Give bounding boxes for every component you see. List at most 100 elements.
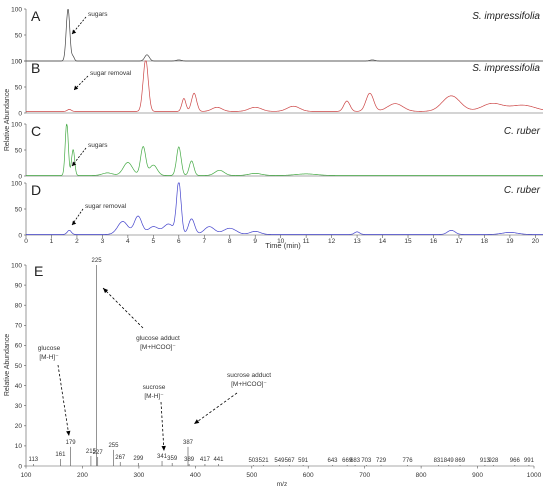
peak-label-521: 521	[259, 458, 270, 464]
y-tick-label: 50	[15, 207, 23, 214]
annotation-label: sucrose adduct	[227, 372, 271, 379]
y-tick-label: 50	[15, 33, 23, 40]
annotation-arrowhead	[66, 430, 71, 436]
x-tick-label: 6	[177, 238, 181, 245]
y-tick-label: 100	[11, 59, 22, 66]
x-tick-label: 19	[506, 238, 514, 245]
annotation-label: sugars	[88, 142, 108, 149]
x-tick-label: 17	[455, 238, 463, 245]
peak-label-776: 776	[403, 458, 414, 464]
y-tick-label: 100	[11, 181, 22, 188]
annotation-label: sugars	[88, 11, 108, 18]
peak-label-991: 991	[524, 458, 535, 464]
peak-label-255: 255	[108, 443, 119, 449]
y-tick-label: 100	[11, 122, 22, 129]
y-tick-label: 100	[11, 262, 22, 269]
annotation-arrow	[193, 392, 238, 425]
y-tick-label: 50	[15, 85, 23, 92]
peak-label-341: 341	[157, 454, 168, 460]
x-tick-label: 100	[21, 472, 32, 479]
y-tick-label: 0	[18, 111, 22, 118]
x-tick-label: 13	[353, 238, 361, 245]
x-tick-label: 500	[246, 472, 257, 479]
chromatogram-panel-c: 0 50 100 C C. ruber sugars	[11, 122, 543, 181]
y-tick-label: 100	[11, 7, 22, 14]
peak-label-179: 179	[66, 440, 77, 446]
panel-label-b: B	[31, 60, 40, 76]
x-tick-label: 20	[532, 238, 540, 245]
peak-label-161: 161	[55, 452, 66, 458]
annotation-label: [M+HCOO]⁻	[231, 381, 267, 388]
panel-label-a: A	[31, 8, 41, 24]
peak-label-389: 389	[184, 457, 195, 463]
peak-label-299: 299	[133, 456, 144, 462]
chromatogram-x-axis-label: Time (min)	[265, 241, 301, 250]
y-tick-label: 60	[15, 343, 23, 350]
peak-label-669: 669	[342, 458, 353, 464]
x-tick-label: 4	[126, 238, 130, 245]
species-name: S. impressifolia	[472, 63, 540, 74]
x-tick-label: 7	[202, 238, 206, 245]
spectrum-x-axis-label: m/z	[277, 481, 287, 488]
peak-label-225: 225	[92, 258, 103, 264]
annotation-arrowhead	[194, 419, 200, 424]
annotation-label: glucose adduct	[136, 335, 180, 342]
annotation-label: glucose	[38, 345, 61, 352]
peak-label-849: 849	[444, 458, 455, 464]
annotation-arrowhead	[72, 220, 77, 225]
peak-label-549: 549	[274, 458, 285, 464]
peak-label-928: 928	[488, 458, 499, 464]
spectrum-annotations: glucose [M-H]⁻ glucose adduct [M+HCOO]⁻ sucr…	[38, 287, 271, 452]
y-tick-label: 10	[15, 443, 23, 450]
species-name: S. impressifolia	[472, 11, 540, 22]
chromatogram-trace-c	[26, 123, 543, 176]
x-tick-label: 1	[50, 238, 54, 245]
annotation-arrowhead	[72, 161, 77, 166]
x-tick-label: 800	[416, 472, 427, 479]
x-tick-label: 700	[359, 472, 370, 479]
peak-label-417: 417	[200, 457, 211, 463]
chromatogram-panel-b: 0 50 100 B S. impressifolia sugar removal	[11, 59, 544, 118]
peak-label-387: 387	[183, 440, 194, 446]
annotation-arrowhead	[74, 85, 79, 90]
x-tick-label: 200	[77, 472, 88, 479]
chromatogram-y-axis-label: Relative Abundance	[4, 89, 11, 151]
y-tick-label: 40	[15, 383, 23, 390]
x-tick-label: 10	[277, 238, 285, 245]
annotation-label: sugar removal	[90, 70, 132, 77]
chromatogram-trace-a	[26, 9, 543, 62]
y-tick-label: 90	[15, 282, 23, 289]
peak-label-215: 215	[86, 449, 97, 455]
annotation-label: [M-H]⁻	[144, 393, 164, 400]
annotation-arrow	[102, 287, 144, 329]
annotation-arrow	[160, 401, 165, 452]
y-tick-label: 0	[18, 233, 22, 240]
peak-label-267: 267	[115, 455, 126, 461]
x-tick-label: 1000	[527, 472, 542, 479]
peak-label-913: 913	[480, 458, 491, 464]
peak-label-869: 869	[455, 458, 466, 464]
x-tick-label: 5	[152, 238, 156, 245]
x-tick-label: 600	[303, 472, 314, 479]
y-tick-label: 0	[18, 463, 22, 470]
x-tick-label: 12	[328, 238, 336, 245]
peak-label-441: 441	[213, 457, 224, 463]
annotation-arrowhead	[103, 288, 109, 294]
annotation-label: [M-H]⁻	[39, 354, 59, 361]
y-tick-label: 70	[15, 323, 23, 330]
y-tick-label: 80	[15, 303, 23, 310]
annotation-label: sugar removal	[85, 203, 127, 210]
x-tick-label: 11	[303, 238, 310, 245]
chromatogram-x-axis: 0 1 2 3 4 5 6 7 8 9 10 11 12 13 14 15 16 17 18 19 20	[24, 235, 539, 245]
x-tick-label: 9	[253, 238, 257, 245]
x-tick-label: 300	[133, 472, 144, 479]
chromatogram-panel-a: 0 50 100 A S. impressifolia sugars	[11, 7, 543, 66]
x-tick-label: 15	[404, 238, 412, 245]
panel-label-c: C	[31, 123, 41, 139]
x-tick-label: 400	[190, 472, 201, 479]
peak-label-591: 591	[298, 458, 309, 464]
peak-label-113: 113	[29, 457, 39, 463]
x-tick-label: 3	[101, 238, 105, 245]
species-name: C. ruber	[504, 185, 541, 196]
